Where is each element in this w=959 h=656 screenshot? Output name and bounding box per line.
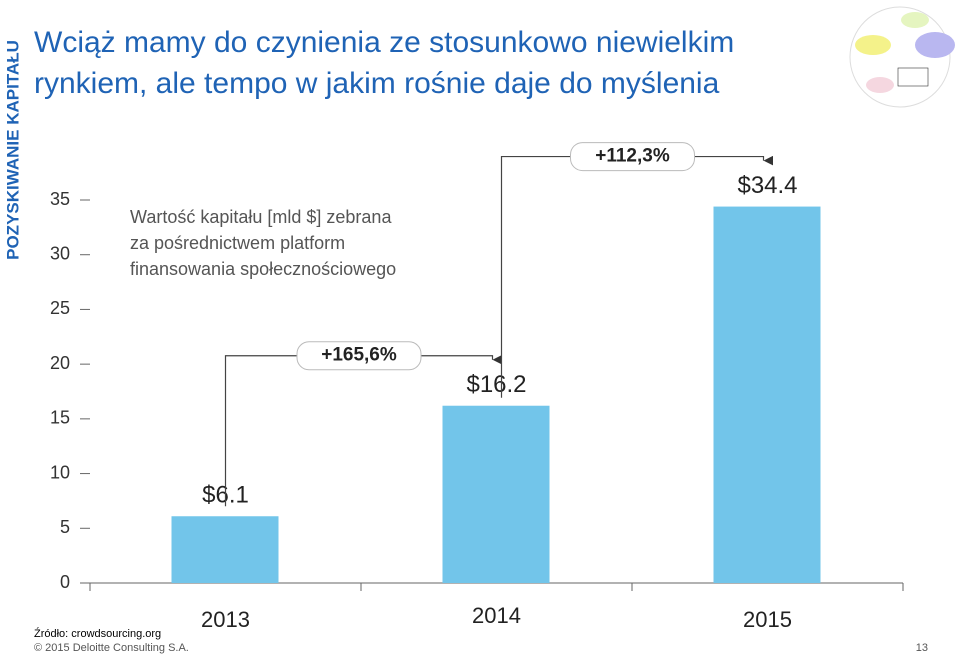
value-label: $34.4: [737, 172, 797, 199]
x-tick-label: 2014: [472, 603, 521, 628]
logo: [849, 6, 955, 108]
title-line: rynkiem, ale tempo w jakim rośnie daje d…: [34, 67, 720, 100]
page-number: 13: [916, 642, 928, 654]
y-tick-label: 0: [60, 572, 70, 592]
bar: [442, 405, 550, 583]
copyright: © 2015 Deloitte Consulting S.A.: [34, 642, 189, 654]
bar: [171, 516, 279, 583]
y-tick-label: 20: [50, 353, 70, 373]
annotation-box: [570, 142, 695, 172]
value-label: $16.2: [466, 371, 526, 398]
source: Źródło: crowdsourcing.org: [34, 627, 161, 640]
y-tick-label: 5: [60, 517, 70, 537]
x-tick-label: 2015: [743, 607, 792, 632]
y-tick-label: 10: [50, 462, 70, 482]
y-tick-label: 25: [50, 298, 70, 318]
subtitle-line: Wartość kapitału [mld $] zebrana: [130, 207, 392, 227]
annotation: +112,3%: [595, 146, 670, 167]
y-tick-label: 15: [50, 408, 70, 428]
annotation: +165,6%: [321, 345, 397, 366]
side-label: POZYSKIWANIE KAPITAŁU: [3, 40, 22, 260]
bar: [713, 206, 821, 583]
annotation-box: [296, 341, 422, 371]
x-tick-label: 2013: [201, 607, 250, 632]
title-line: Wciąż mamy do czynienia ze stosunkowo ni…: [34, 26, 734, 59]
y-tick-label: 35: [50, 189, 70, 209]
subtitle-line: za pośrednictwem platform: [130, 233, 345, 253]
subtitle-line: finansowania społecznościowego: [130, 259, 396, 279]
y-tick-label: 30: [50, 243, 70, 263]
